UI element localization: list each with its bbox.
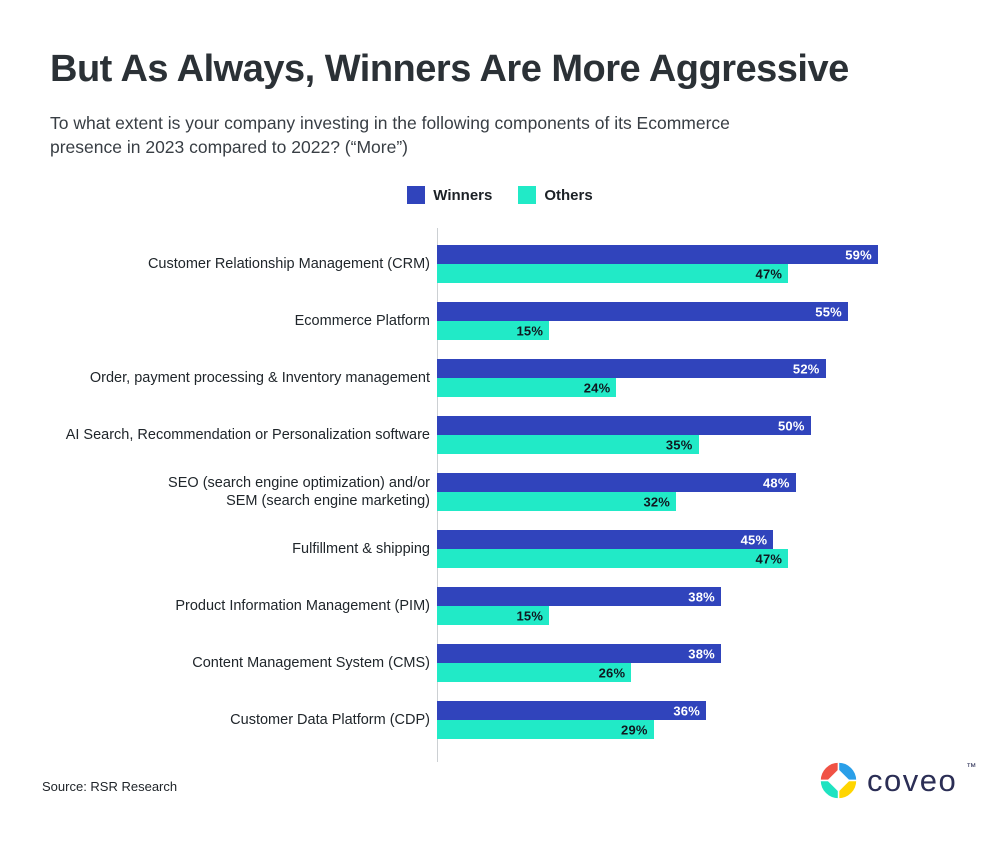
category-label: SEO (search engine optimization) and/or … <box>168 474 430 509</box>
others-swatch-icon <box>518 186 537 204</box>
legend-label-winners: Winners <box>433 186 493 204</box>
others-value-label: 32% <box>643 494 671 509</box>
others-value-label: 24% <box>583 380 611 395</box>
bar-group: 45% 47% <box>437 530 960 568</box>
winners-bar: 50% <box>437 416 811 435</box>
others-bar: 35% <box>437 435 699 454</box>
winners-bar: 38% <box>437 587 721 606</box>
chart-row: Fulfillment & shipping 45% 47% <box>50 530 960 568</box>
others-bar: 15% <box>437 606 550 625</box>
bar-group: 59% 47% <box>437 245 960 283</box>
others-value-label: 47% <box>755 266 783 281</box>
winners-value-label: 38% <box>688 646 715 661</box>
winners-bar: 48% <box>437 473 796 492</box>
bar-group: 50% 35% <box>437 416 960 454</box>
others-value-label: 29% <box>621 722 648 737</box>
chart-row: Ecommerce Platform 55% 15% <box>50 302 960 340</box>
others-bar: 32% <box>437 492 677 511</box>
others-value-label: 15% <box>516 323 544 338</box>
category-label: Fulfillment & shipping <box>292 540 430 557</box>
category-label: Customer Relationship Management (CRM) <box>147 255 430 272</box>
chart-title: But As Always, Winners Are More Aggressi… <box>50 48 849 90</box>
bar-group: 36% 29% <box>437 701 960 739</box>
others-bar: 26% <box>437 663 632 682</box>
legend-item-winners: Winners <box>407 186 492 204</box>
winners-value-label: 59% <box>845 247 872 262</box>
chart-row: AI Search, Recommendation or Personaliza… <box>50 416 960 454</box>
coveo-wordmark: coveo <box>867 763 958 798</box>
chart-row: Customer Data Platform (CDP) 36% 29% <box>50 701 960 739</box>
legend-label-others: Others <box>544 186 593 204</box>
bar-group: 55% 15% <box>437 302 960 340</box>
winners-bar: 36% <box>437 701 706 720</box>
winners-bar: 45% <box>437 530 774 549</box>
others-bar: 47% <box>437 264 789 283</box>
chart-rows: Customer Relationship Management (CRM) 5… <box>50 245 960 758</box>
category-label: Content Management System (CMS) <box>192 654 430 671</box>
source-note: Source: RSR Research <box>42 779 178 794</box>
bar-group: 38% 15% <box>437 587 960 625</box>
others-bar: 24% <box>437 378 617 397</box>
category-label: Ecommerce Platform <box>294 312 430 329</box>
chart-row: SEO (search engine optimization) and/or … <box>50 473 960 511</box>
others-value-label: 35% <box>665 437 693 452</box>
legend-item-others: Others <box>518 186 593 204</box>
coveo-pinwheel-icon <box>819 761 858 800</box>
category-label: Product Information Management (PIM) <box>175 597 430 614</box>
chart-row: Customer Relationship Management (CRM) 5… <box>50 245 960 283</box>
bar-group: 48% 32% <box>437 473 960 511</box>
winners-value-label: 36% <box>673 703 700 718</box>
winners-value-label: 38% <box>688 589 715 604</box>
legend: Winners Others <box>0 186 1000 204</box>
winners-bar: 55% <box>437 302 848 321</box>
winners-bar: 59% <box>437 245 878 264</box>
chart-row: Content Management System (CMS) 38% 26% <box>50 644 960 682</box>
winners-value-label: 48% <box>762 475 790 490</box>
chart-subtitle: To what extent is your company investing… <box>50 113 730 158</box>
winners-value-label: 55% <box>815 304 842 319</box>
others-value-label: 15% <box>516 608 544 623</box>
winners-value-label: 45% <box>740 532 768 547</box>
others-bar: 47% <box>437 549 789 568</box>
winners-value-label: 50% <box>777 418 805 433</box>
winners-bar: 52% <box>437 359 826 378</box>
others-bar: 29% <box>437 720 654 739</box>
category-label: Customer Data Platform (CDP) <box>230 711 430 728</box>
winners-value-label: 52% <box>792 361 820 376</box>
category-label: Order, payment processing & Inventory ma… <box>89 369 430 386</box>
winners-bar: 38% <box>437 644 721 663</box>
category-label: AI Search, Recommendation or Personaliza… <box>65 426 430 443</box>
chart-row: Order, payment processing & Inventory ma… <box>50 359 960 397</box>
trademark-symbol: ™ <box>966 762 977 773</box>
winners-swatch-icon <box>407 186 426 204</box>
others-bar: 15% <box>437 321 550 340</box>
bar-chart: Customer Relationship Management (CRM) 5… <box>50 228 960 762</box>
bar-group: 38% 26% <box>437 644 960 682</box>
others-value-label: 26% <box>598 665 626 680</box>
chart-row: Product Information Management (PIM) 38%… <box>50 587 960 625</box>
others-value-label: 47% <box>755 551 783 566</box>
bar-group: 52% 24% <box>437 359 960 397</box>
coveo-logo: coveo ™ <box>818 760 976 801</box>
